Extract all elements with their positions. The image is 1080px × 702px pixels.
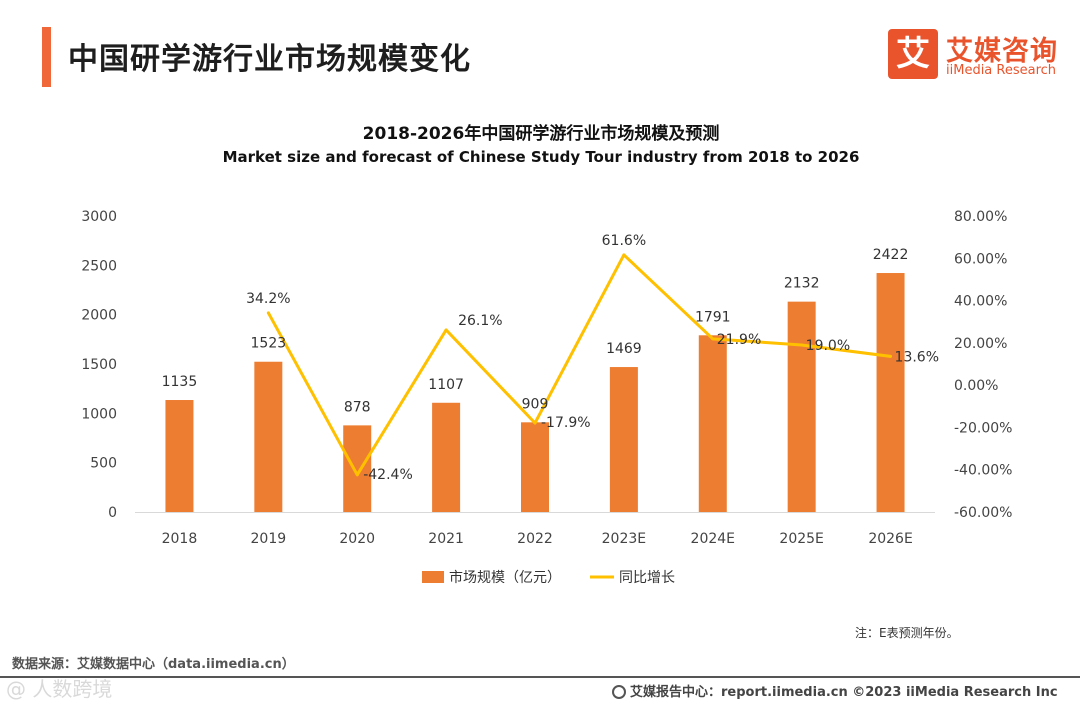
bar <box>343 425 372 512</box>
market-size-chart: 2018-2026年中国研学游行业市场规模及预测 Market size and… <box>81 123 1012 586</box>
growth-line <box>267 253 891 477</box>
growth-point <box>355 473 359 477</box>
growth-data-label: 34.2% <box>246 291 290 307</box>
y-tick-label: 2500 <box>81 258 117 274</box>
data-source: 数据来源：艾媒数据中心（data.iimedia.cn） <box>12 657 295 672</box>
x-tick-label: 2019 <box>251 531 287 547</box>
y2-tick-label: -40.00% <box>954 463 1012 479</box>
x-tick-label: 2022 <box>517 531 553 547</box>
y2-tick-label: -60.00% <box>954 505 1012 521</box>
y-tick-label: 0 <box>108 505 117 521</box>
logo-text-en: iiMedia Research <box>946 63 1057 78</box>
x-tick-label: 2023E <box>602 531 646 547</box>
growth-point <box>622 253 626 257</box>
x-tick-label: 2021 <box>428 531 464 547</box>
growth-point <box>711 337 715 341</box>
bar-data-label: 1135 <box>162 374 198 390</box>
growth-data-label: 26.1% <box>458 313 502 329</box>
bar <box>254 361 283 512</box>
footer-credits: 艾媒报告中心：report.iimedia.cn ©2023 iiMedia R… <box>612 681 1058 700</box>
bar-data-label: 2132 <box>784 276 820 292</box>
x-tick-label: 2025E <box>779 531 823 547</box>
bar-data-label: 1523 <box>251 336 287 352</box>
bar <box>521 422 549 512</box>
y2-tick-label: 80.00% <box>954 209 1007 225</box>
bar <box>165 400 194 512</box>
legend-bar-swatch <box>422 571 444 583</box>
growth-data-label: 21.9% <box>717 332 761 348</box>
growth-point <box>533 421 537 425</box>
watermark: @ 人数跨境 <box>6 677 113 701</box>
bar-data-label: 1107 <box>428 377 464 393</box>
growth-point <box>444 328 448 332</box>
title-accent-bar <box>42 27 51 87</box>
legend-line-label: 同比增长 <box>619 570 675 586</box>
y-tick-label: 3000 <box>81 209 117 225</box>
bar <box>787 301 816 512</box>
y-tick-label: 2000 <box>81 308 117 324</box>
x-tick-label: 2018 <box>162 531 198 547</box>
x-tick-label: 2024E <box>691 531 735 547</box>
forecast-note: 注：E表预测年份。 <box>855 626 959 640</box>
legend-bar-label: 市场规模（亿元） <box>449 569 561 586</box>
y2-tick-label: 60.00% <box>954 251 1007 267</box>
growth-point <box>800 343 804 347</box>
y-tick-label: 1500 <box>81 357 117 373</box>
bar <box>876 273 905 512</box>
iimedia-logo: 艾 艾媒咨询 iiMedia Research <box>888 29 1068 81</box>
y2-tick-label: 20.00% <box>954 336 1007 352</box>
y2-tick-label: -20.00% <box>954 420 1012 436</box>
bar-data-label: 1469 <box>606 341 642 357</box>
growth-data-label: 13.6% <box>895 349 939 365</box>
y-tick-label: 1000 <box>81 406 117 422</box>
bar-data-label: 1791 <box>695 309 731 325</box>
x-tick-label: 2026E <box>868 531 912 547</box>
logo-icon: 艾 <box>888 29 938 79</box>
y-tick-label: 500 <box>90 456 117 472</box>
bar <box>432 402 461 512</box>
bar-data-label: 878 <box>344 399 371 415</box>
chart-title: 2018-2026年中国研学游行业市场规模及预测 <box>363 123 720 144</box>
logo-text-cn: 艾媒咨询 <box>946 36 1058 67</box>
x-tick-label: 2020 <box>339 531 375 547</box>
growth-data-label: 61.6% <box>602 233 646 249</box>
bar <box>698 335 727 512</box>
footer-text: 艾媒报告中心：report.iimedia.cn ©2023 iiMedia R… <box>630 685 1058 700</box>
y2-tick-label: 40.00% <box>954 294 1007 310</box>
chart-subtitle: Market size and forecast of Chinese Stud… <box>223 148 860 166</box>
growth-data-label: 19.0% <box>806 338 850 354</box>
bar-data-label: 909 <box>522 396 549 412</box>
growth-data-label: -42.4% <box>363 467 413 483</box>
growth-point <box>889 354 893 358</box>
growth-point <box>266 311 270 315</box>
growth-data-label: -17.9% <box>541 415 591 431</box>
page-title: 中国研学游行业市场规模变化 <box>68 42 471 77</box>
y2-tick-label: 0.00% <box>954 378 998 394</box>
globe-icon <box>612 685 626 699</box>
bar <box>609 367 638 512</box>
bar-data-label: 2422 <box>873 247 909 263</box>
footer-divider <box>0 676 1080 678</box>
